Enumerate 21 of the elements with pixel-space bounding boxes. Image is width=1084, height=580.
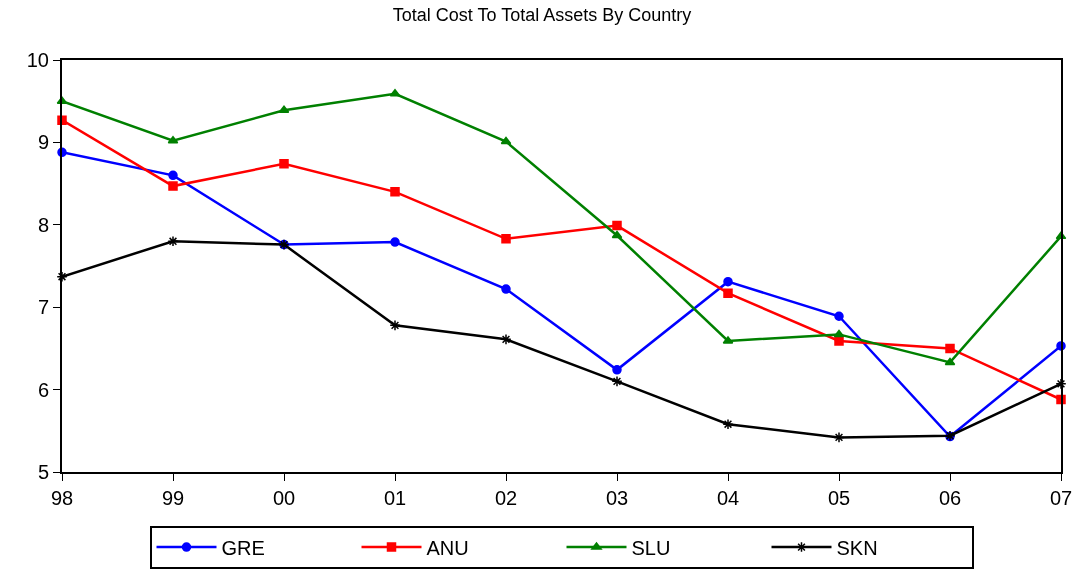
x-tick-label: 00	[272, 487, 296, 509]
legend-label: GRE	[221, 536, 265, 559]
y-tick-label: 10	[26, 49, 49, 71]
legend-label: SLU	[631, 536, 671, 559]
x-tick-label: 04	[716, 487, 740, 509]
x-tick-label: 07	[1049, 487, 1073, 509]
x-tick-label: 99	[161, 487, 185, 509]
legend-label: ANU	[426, 536, 469, 559]
x-tick-label: 06	[938, 487, 962, 509]
x-tick-label: 01	[383, 487, 407, 509]
x-tick-label: 02	[494, 487, 518, 509]
legend-label: SKN	[836, 536, 878, 559]
chart-title: Total Cost To Total Assets By Country	[392, 5, 692, 26]
y-tick-label: 5	[37, 461, 49, 483]
y-tick-label: 8	[37, 213, 49, 236]
x-tick-label: 03	[605, 487, 629, 509]
y-tick-label: 9	[37, 131, 49, 154]
x-tick-label: 05	[827, 487, 851, 509]
y-tick-label: 6	[37, 378, 49, 401]
y-tick-label: 7	[37, 296, 49, 319]
x-tick-label: 98	[50, 487, 74, 509]
